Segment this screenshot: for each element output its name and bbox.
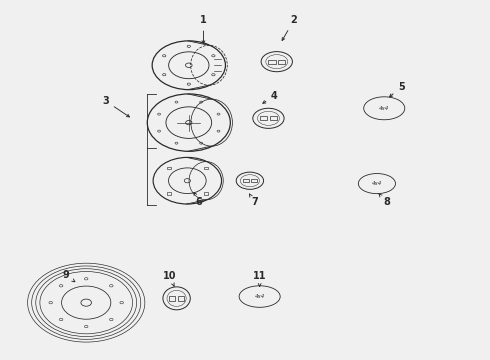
Text: 4x4: 4x4 [254,294,265,299]
Text: 7: 7 [249,194,258,207]
Bar [167,167,171,169]
Text: 3: 3 [102,96,129,117]
Text: 4x4: 4x4 [379,106,390,111]
Bar [204,192,208,195]
Bar [204,167,208,169]
Text: 11: 11 [253,271,267,287]
Text: 2: 2 [282,15,297,40]
Text: 6: 6 [194,192,202,207]
Text: 4: 4 [263,91,278,103]
Text: 1: 1 [200,15,207,44]
Bar [167,192,171,195]
Text: 5: 5 [390,82,405,97]
Text: 8: 8 [379,193,390,207]
Text: 4x4: 4x4 [372,181,382,186]
Text: 10: 10 [163,271,176,286]
Text: 9: 9 [62,270,75,282]
